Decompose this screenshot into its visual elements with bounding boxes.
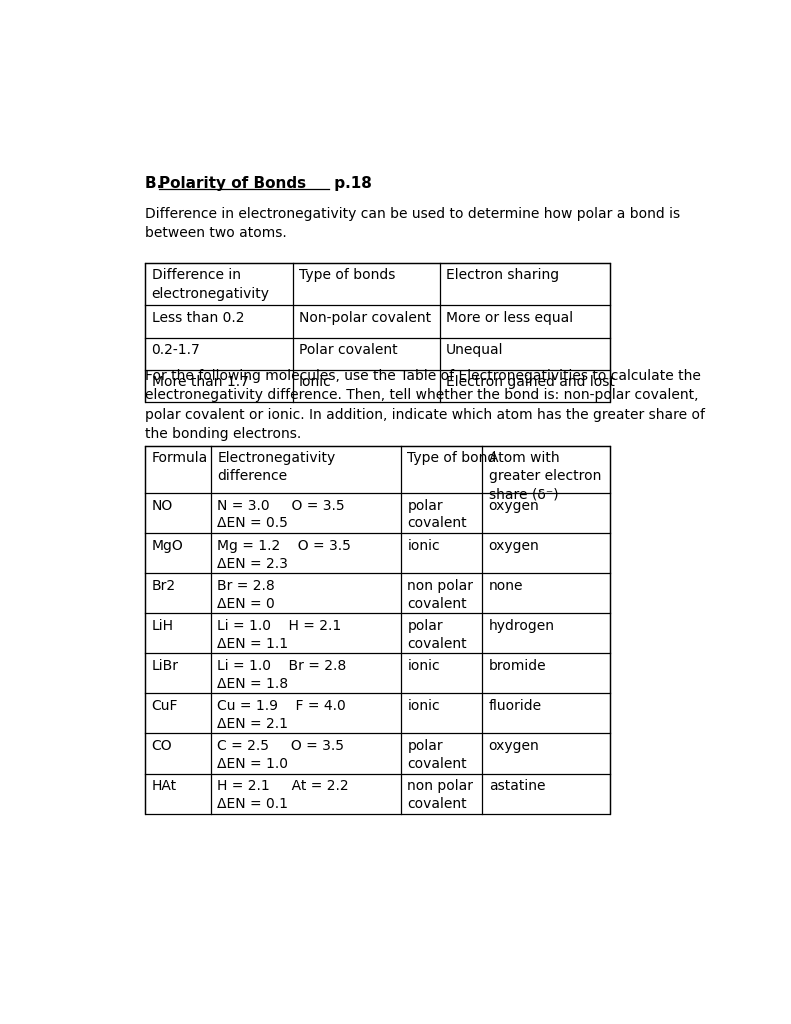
Text: oxygen: oxygen — [489, 739, 539, 753]
Text: Atom with
greater electron
share (δ⁻): Atom with greater electron share (δ⁻) — [489, 451, 601, 502]
Text: HAt: HAt — [152, 779, 176, 793]
Text: Li = 1.0    Br = 2.8
ΔEN = 1.8: Li = 1.0 Br = 2.8 ΔEN = 1.8 — [218, 658, 346, 690]
Text: Less than 0.2: Less than 0.2 — [152, 310, 244, 325]
Text: p.18: p.18 — [329, 176, 372, 191]
Text: Ionic: Ionic — [299, 376, 331, 389]
Text: CuF: CuF — [152, 698, 178, 713]
Text: Electron gained and lost: Electron gained and lost — [446, 376, 615, 389]
Text: polar
covalent: polar covalent — [407, 499, 467, 530]
Text: Formula: Formula — [152, 451, 208, 465]
Text: Type of bonds: Type of bonds — [299, 268, 396, 283]
Text: Type of bond: Type of bond — [407, 451, 497, 465]
Text: Polarity of Bonds: Polarity of Bonds — [159, 176, 306, 191]
Text: CO: CO — [152, 739, 172, 753]
Text: ionic: ionic — [407, 539, 440, 553]
Text: oxygen: oxygen — [489, 539, 539, 553]
Text: Difference in electronegativity can be used to determine how polar a bond is
bet: Difference in electronegativity can be u… — [146, 207, 680, 241]
Text: non polar
covalent: non polar covalent — [407, 579, 473, 610]
Text: ionic: ionic — [407, 698, 440, 713]
Text: bromide: bromide — [489, 658, 547, 673]
Text: LiH: LiH — [152, 618, 173, 633]
Text: C = 2.5     O = 3.5
ΔEN = 1.0: C = 2.5 O = 3.5 ΔEN = 1.0 — [218, 739, 344, 771]
Text: More than 1.7: More than 1.7 — [152, 376, 248, 389]
Text: Electron sharing: Electron sharing — [446, 268, 559, 283]
Bar — [146, 445, 611, 814]
Text: ionic: ionic — [407, 658, 440, 673]
Text: N = 3.0     O = 3.5
ΔEN = 0.5: N = 3.0 O = 3.5 ΔEN = 0.5 — [218, 499, 345, 530]
Text: oxygen: oxygen — [489, 499, 539, 513]
Text: polar
covalent: polar covalent — [407, 618, 467, 650]
Text: H = 2.1     At = 2.2
ΔEN = 0.1: H = 2.1 At = 2.2 ΔEN = 0.1 — [218, 779, 349, 811]
Text: Polar covalent: Polar covalent — [299, 343, 397, 357]
Text: Br = 2.8
ΔEN = 0: Br = 2.8 ΔEN = 0 — [218, 579, 275, 610]
Text: Unequal: Unequal — [446, 343, 504, 357]
Text: NO: NO — [152, 499, 172, 513]
Text: Non-polar covalent: Non-polar covalent — [299, 310, 431, 325]
Text: Br2: Br2 — [152, 579, 176, 593]
Text: fluoride: fluoride — [489, 698, 542, 713]
Text: Mg = 1.2    O = 3.5
ΔEN = 2.3: Mg = 1.2 O = 3.5 ΔEN = 2.3 — [218, 539, 351, 570]
Bar — [146, 263, 611, 402]
Text: none: none — [489, 579, 523, 593]
Text: astatine: astatine — [489, 779, 545, 793]
Text: Electronegativity
difference: Electronegativity difference — [218, 451, 335, 483]
Text: non polar
covalent: non polar covalent — [407, 779, 473, 811]
Text: MgO: MgO — [152, 539, 184, 553]
Text: Cu = 1.9    F = 4.0
ΔEN = 2.1: Cu = 1.9 F = 4.0 ΔEN = 2.1 — [218, 698, 346, 731]
Text: hydrogen: hydrogen — [489, 618, 554, 633]
Text: polar
covalent: polar covalent — [407, 739, 467, 771]
Text: LiBr: LiBr — [152, 658, 179, 673]
Text: B.: B. — [146, 176, 168, 191]
Text: Li = 1.0    H = 2.1
ΔEN = 1.1: Li = 1.0 H = 2.1 ΔEN = 1.1 — [218, 618, 342, 650]
Text: Difference in
electronegativity: Difference in electronegativity — [152, 268, 270, 301]
Text: For the following molecules, use the Table of Electronegativities to calculate t: For the following molecules, use the Tab… — [146, 369, 706, 441]
Text: 0.2-1.7: 0.2-1.7 — [152, 343, 200, 357]
Text: More or less equal: More or less equal — [446, 310, 573, 325]
